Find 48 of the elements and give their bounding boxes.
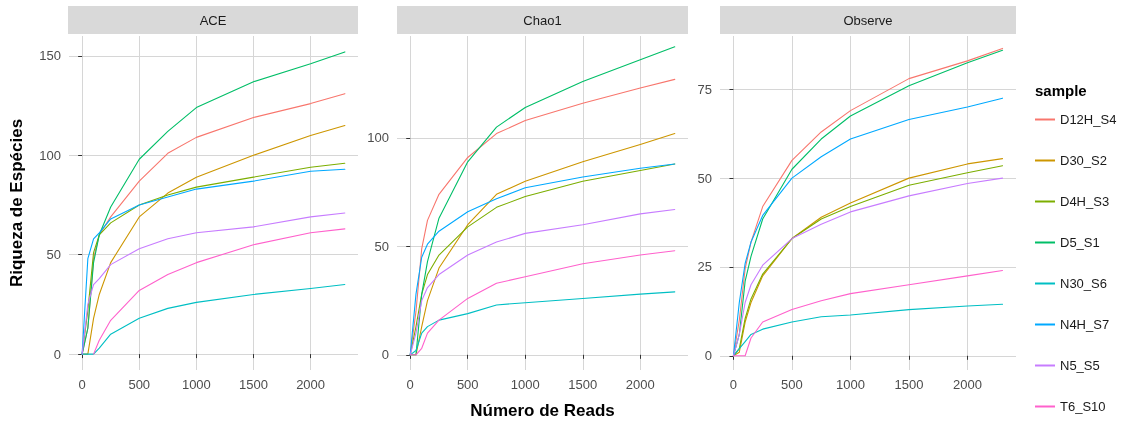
- y-tick-label: 75: [697, 81, 712, 97]
- legend-label: D30_S2: [1060, 153, 1107, 168]
- y-tick-label: 50: [374, 238, 389, 254]
- x-tick-label: 1000: [181, 377, 211, 392]
- y-axis-title: Riqueza de Espécies: [7, 118, 26, 288]
- y-tick-label: 0: [704, 348, 712, 364]
- y-tick-label: 100: [367, 130, 389, 146]
- x-tick-label: 1000: [835, 377, 865, 392]
- legend-label: D5_S1: [1060, 235, 1100, 250]
- legend-label: N30_S6: [1060, 276, 1107, 291]
- y-tick-label: 50: [697, 170, 712, 186]
- line-series: [409, 291, 676, 356]
- x-tick-label: 500: [456, 377, 479, 392]
- x-tick-label: 2000: [952, 377, 982, 392]
- y-tick-label: 100: [39, 147, 61, 163]
- line-series: [93, 228, 346, 355]
- x-axis-title: Número de Reads: [470, 401, 615, 420]
- x-tick-label: 500: [128, 377, 151, 392]
- x-tick-label: 0: [406, 377, 414, 392]
- y-tick-label: 0: [381, 347, 389, 363]
- legend-label: D12H_S4: [1060, 112, 1117, 127]
- y-tick-label: 0: [53, 346, 61, 362]
- legend-label: N4H_S7: [1060, 317, 1110, 332]
- line-series: [732, 303, 1004, 357]
- x-tick-label: 2000: [296, 377, 326, 392]
- x-tick-label: 0: [729, 377, 738, 392]
- x-tick-label: 1000: [510, 377, 540, 392]
- legend-title: sample: [1035, 82, 1087, 99]
- legend-label: N5_S5: [1060, 358, 1100, 373]
- legend-label: D4H_S3: [1060, 194, 1110, 209]
- legend-label: T6_S10: [1060, 399, 1106, 414]
- line-series: [409, 250, 676, 356]
- x-tick-label: 1500: [568, 377, 598, 392]
- chart-title: ACE: [199, 12, 227, 28]
- line-series: [81, 212, 346, 355]
- chart-title: Chao1: [523, 12, 562, 28]
- x-tick-label: 0: [78, 377, 86, 392]
- y-tick-label: 150: [39, 48, 61, 64]
- x-tick-label: 2000: [625, 377, 655, 392]
- x-tick-label: 1500: [894, 377, 924, 392]
- x-tick-label: 500: [781, 377, 803, 392]
- line-series: [732, 269, 1004, 357]
- line-series: [81, 283, 346, 355]
- x-tick-label: 1500: [239, 377, 268, 392]
- y-tick-label: 50: [46, 247, 61, 263]
- line-series: [409, 208, 676, 356]
- y-tick-label: 25: [697, 259, 712, 275]
- chart-title: Observe: [843, 12, 893, 28]
